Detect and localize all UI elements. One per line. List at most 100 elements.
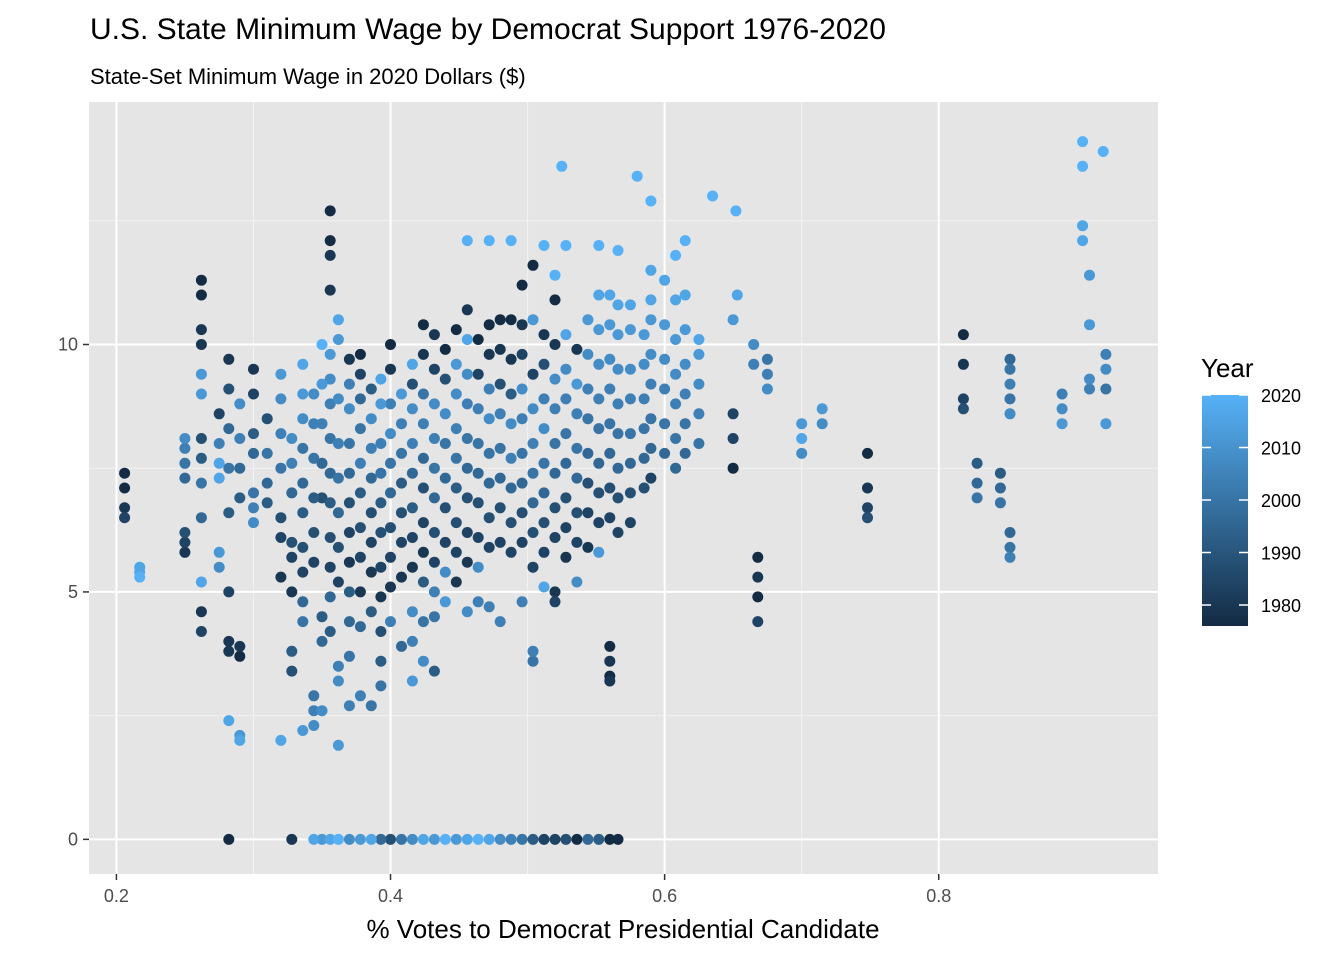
data-point [604,418,616,430]
data-point [248,428,259,440]
data-point [354,690,366,702]
data-point [560,833,572,845]
data-point [679,447,691,459]
data-point [439,536,451,548]
x-tick-label: 0.2 [104,886,129,906]
data-point [862,512,873,524]
data-point [1084,373,1095,385]
data-point [582,348,594,360]
data-point [679,418,691,430]
data-point [234,492,246,504]
data-point [375,398,387,410]
data-point [761,383,773,395]
data-point [604,640,616,652]
data-point [365,472,377,484]
data-point [659,418,671,430]
data-point [417,388,429,400]
data-point [571,536,583,548]
data-point [1004,363,1016,375]
data-point [571,343,583,355]
data-point [324,249,336,261]
data-point [727,314,739,326]
data-point [324,398,336,410]
data-point [223,645,235,657]
data-point [472,497,484,509]
data-point [428,586,440,598]
data-point [494,502,506,514]
data-point [308,527,320,538]
data-point [275,368,287,380]
data-point [505,517,517,529]
data-point [472,403,484,415]
data-point [761,353,773,365]
data-point [538,329,550,341]
data-point [343,403,355,415]
data-point [679,358,691,370]
data-point [450,517,462,529]
data-point [472,467,484,479]
data-point [638,452,650,464]
y-tick-label: 10 [58,334,78,354]
data-point [195,388,207,400]
data-point [516,833,528,845]
data-point [450,358,462,370]
data-point [494,536,506,548]
data-point [527,259,539,271]
data-point [549,403,561,415]
data-point [343,438,355,449]
data-point [516,319,528,331]
chart-title: U.S. State Minimum Wage by Democrat Supp… [90,13,886,46]
data-point [472,596,484,608]
data-point [645,442,657,454]
data-point [971,477,983,489]
data-point [571,576,583,588]
data-point [324,235,336,247]
data-point [693,348,705,360]
data-point [516,447,528,459]
data-point [275,462,287,474]
data-point [612,245,624,256]
data-point [195,433,207,444]
data-point [439,502,451,514]
data-point [275,532,287,543]
data-point [223,423,235,435]
data-point [354,423,366,435]
data-point [505,353,517,365]
data-point [343,353,355,365]
data-point [286,487,298,499]
data-point [472,368,484,380]
data-point [417,655,429,667]
data-point [375,680,387,692]
data-point [494,408,506,420]
data-point [343,467,355,479]
data-point [483,541,495,553]
data-point [693,378,705,390]
data-point [549,596,561,608]
data-point [179,536,191,548]
data-point [308,388,320,400]
data-point [862,502,873,514]
data-point [324,561,336,573]
data-point [354,348,366,360]
data-point [483,601,495,613]
data-point [957,393,969,405]
data-point [957,403,969,415]
data-point [1084,319,1095,331]
data-point [472,334,484,345]
data-point [862,447,873,459]
data-point [385,833,396,845]
data-point [439,833,451,845]
data-point [417,348,429,360]
data-point [375,373,387,385]
data-point [593,457,605,469]
data-point [752,571,764,583]
data-point [472,833,484,845]
data-point [494,314,506,326]
data-point [505,418,517,430]
data-point [1100,363,1112,375]
data-point [483,447,495,459]
data-point [406,358,418,370]
data-point [549,269,561,281]
data-point [796,433,808,444]
data-point [428,556,440,568]
